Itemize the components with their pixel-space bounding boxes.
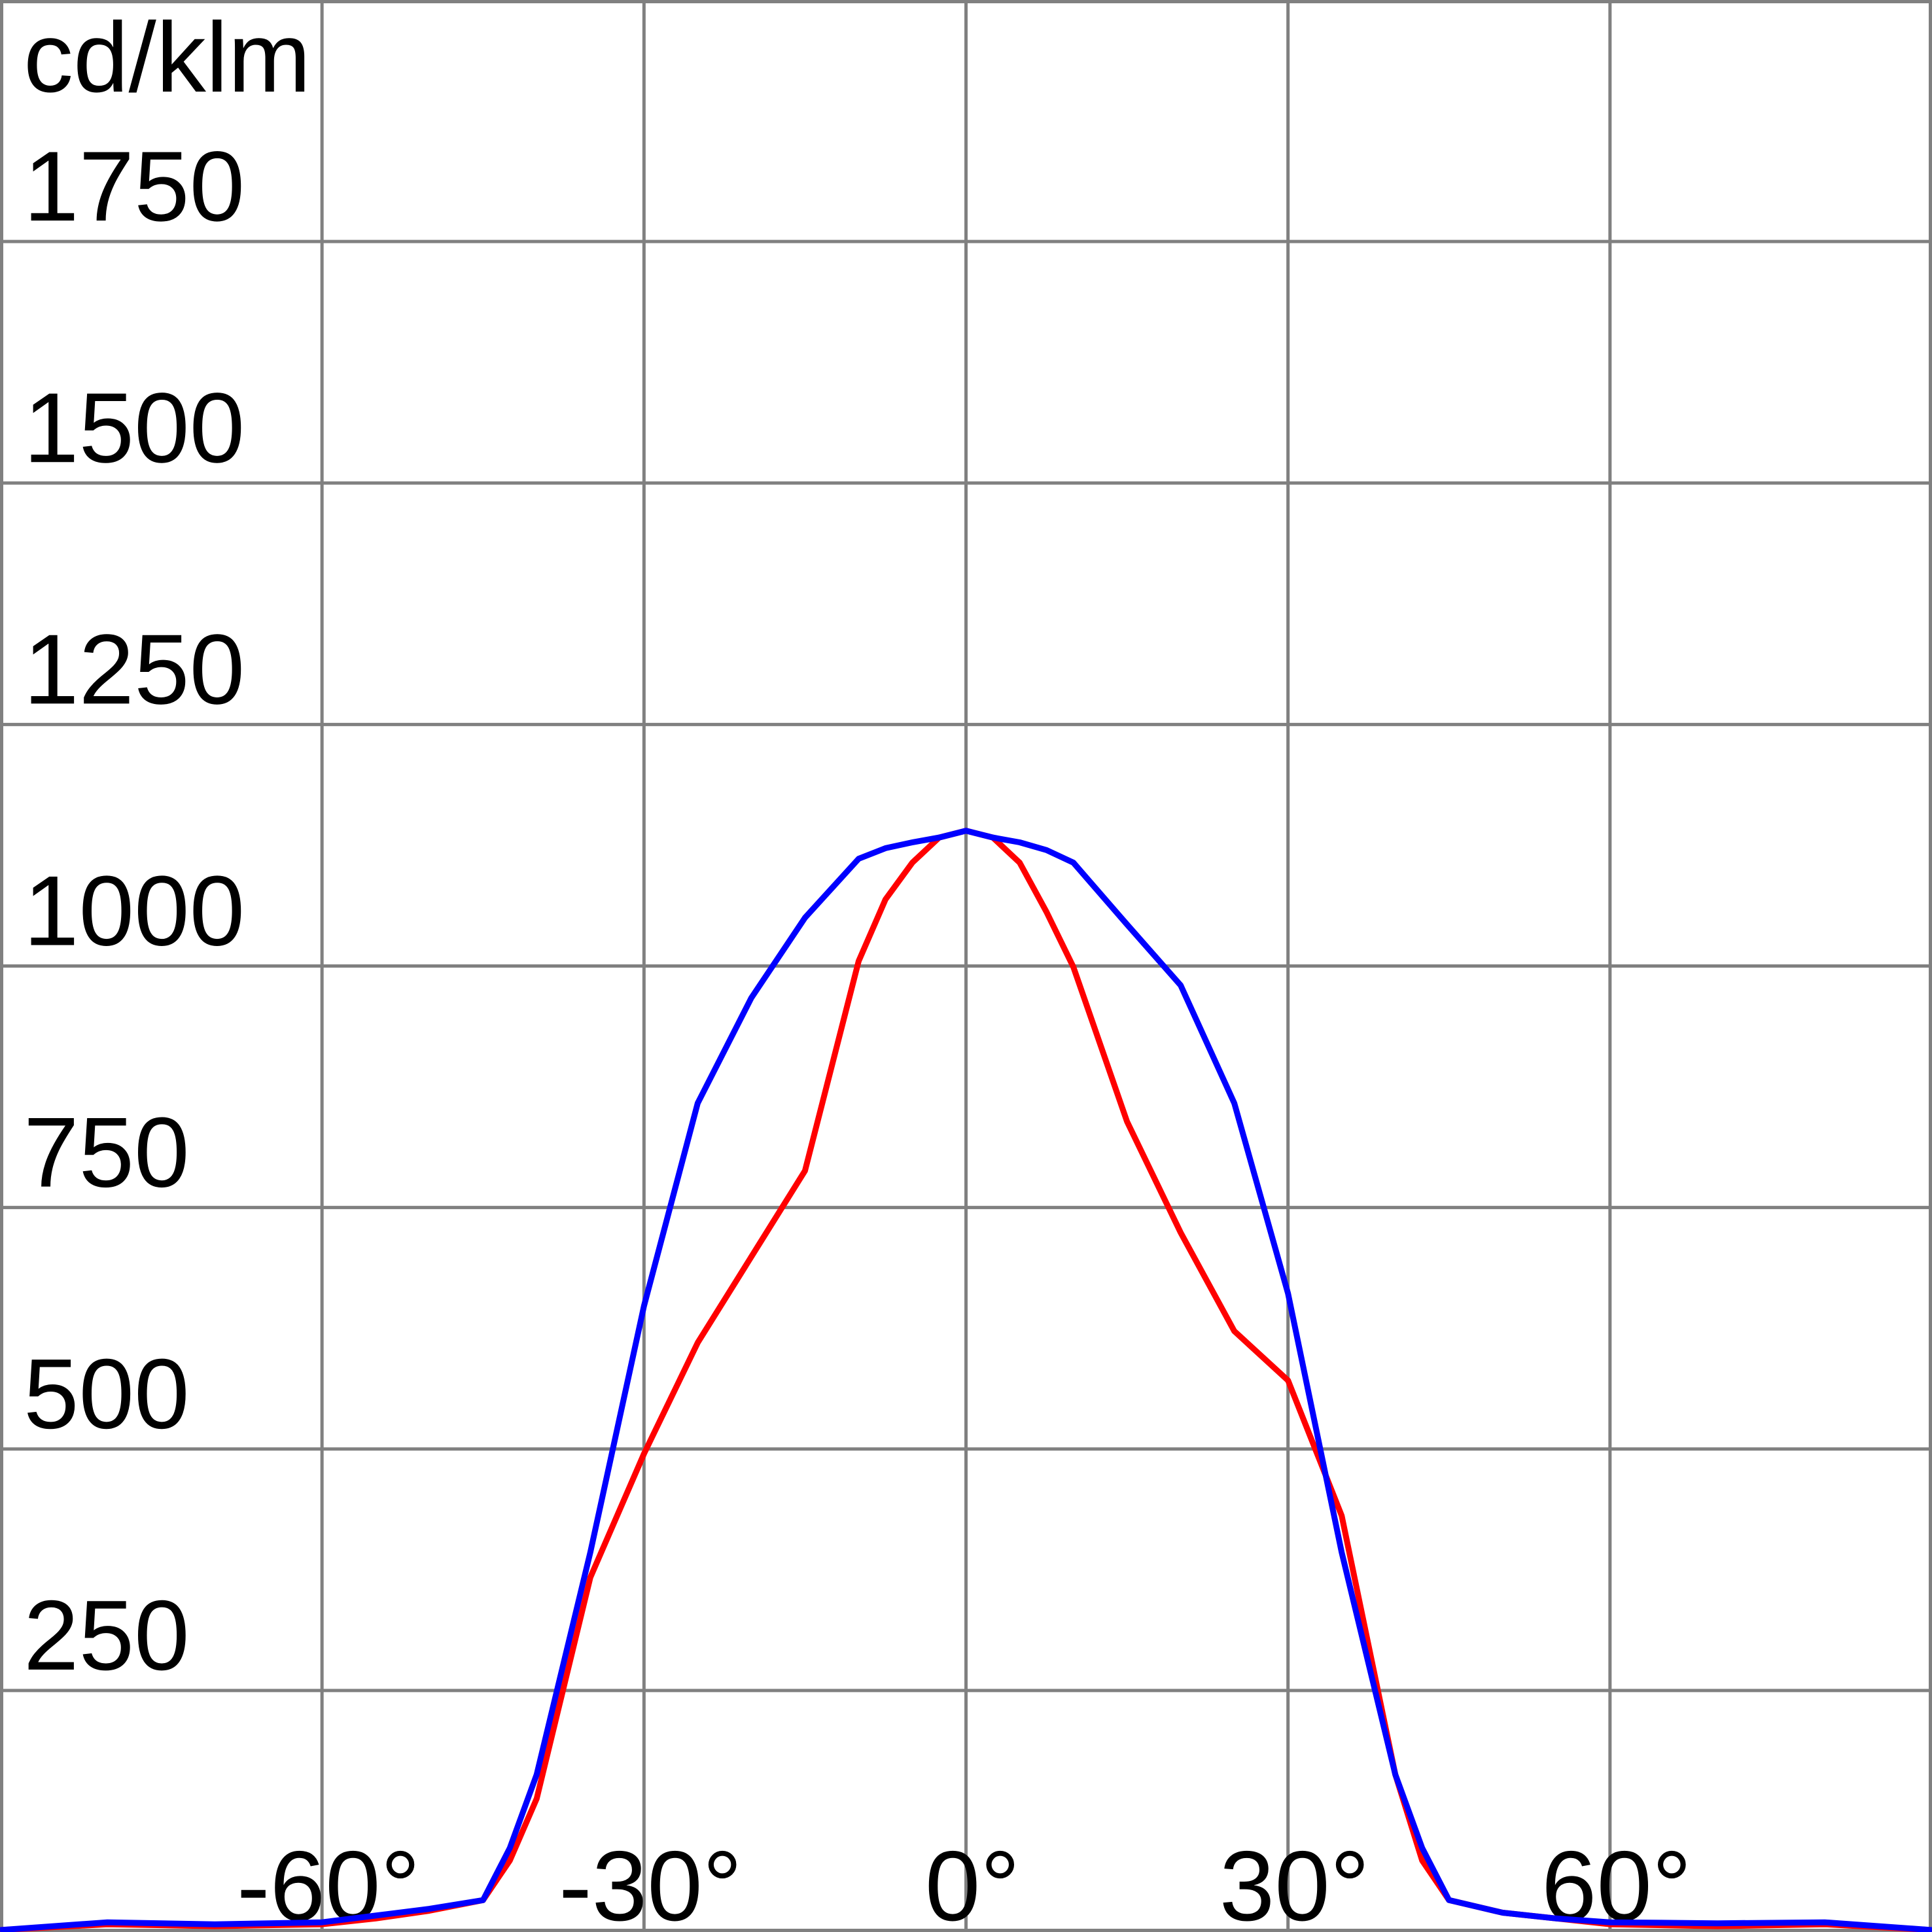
y-tick-label: 1000 bbox=[24, 856, 245, 967]
y-tick-label: 500 bbox=[24, 1339, 190, 1450]
x-tick-label: 30° bbox=[1220, 1831, 1370, 1932]
x-tick-label: -30° bbox=[559, 1831, 742, 1932]
y-tick-label: 1750 bbox=[24, 131, 245, 242]
x-tick-label: 0° bbox=[925, 1831, 1020, 1932]
y-tick-label: 1250 bbox=[24, 614, 245, 725]
y-tick-label: 750 bbox=[24, 1097, 190, 1208]
x-tick-label: 60° bbox=[1541, 1831, 1692, 1932]
data-line bbox=[0, 828, 1932, 1932]
y-axis-label: cd/klm bbox=[24, 2, 311, 113]
y-tick-label: 1500 bbox=[24, 372, 245, 483]
y-tick-label: 250 bbox=[24, 1580, 190, 1691]
